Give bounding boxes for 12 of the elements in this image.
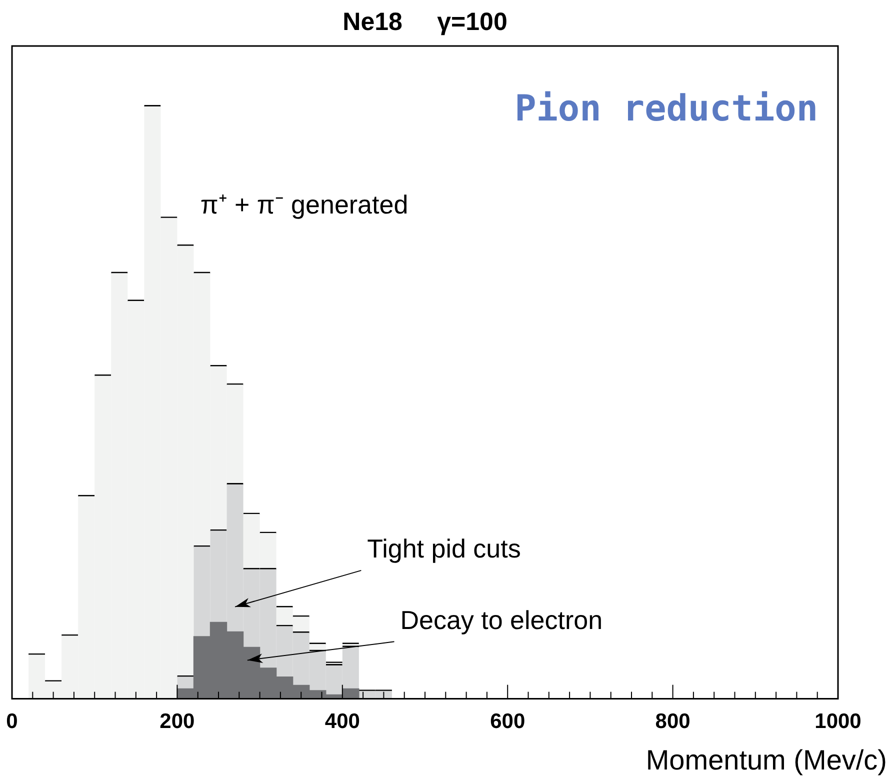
annotation: Pion reduction [514,88,818,130]
x-tick-label: 200 [160,710,195,734]
text: Tight pid cuts [367,534,521,564]
x-tick-label: 800 [655,710,690,734]
x-tick-label: 600 [490,710,526,734]
x-axis-title: Momentum (Mev/c) [646,744,887,776]
x-tick-label: 0 [6,710,18,734]
chart-title: Ne18 γ=100 [342,8,508,36]
x-tick-label: 400 [324,710,360,734]
x-tick-label: 1000 [814,710,862,734]
text: Decay to electron [400,604,603,635]
series-label: π⁺ + π⁻ generated [200,189,408,220]
